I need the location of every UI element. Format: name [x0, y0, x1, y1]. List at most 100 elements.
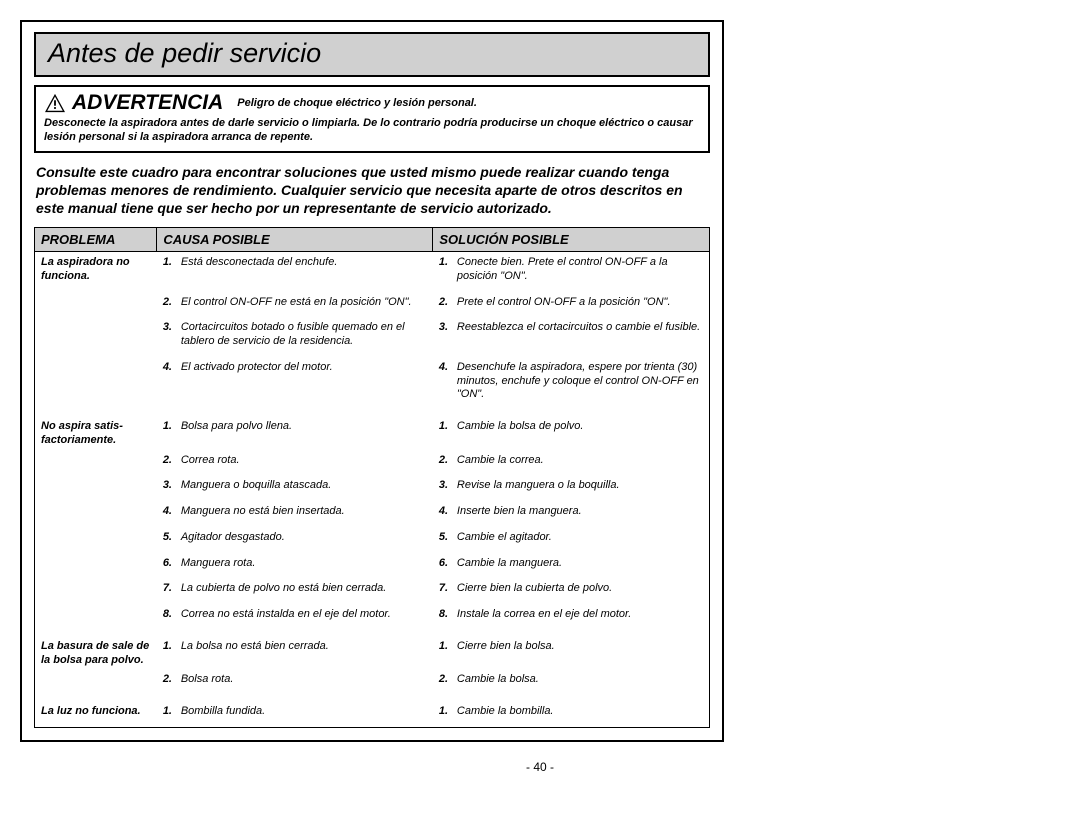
cause-cell: 1.Está desconectada del enchufe. [157, 252, 433, 292]
item-number: 7. [163, 582, 177, 596]
table-row: 5.Agitador desgastado. 5. Cambie el agitad… [35, 527, 710, 553]
cause-text: Manguera no está bien insertada. [181, 505, 345, 519]
item-number: 2. [439, 454, 453, 468]
problem-cell: La luz no funciona. [35, 695, 157, 727]
solution-cell: 2. Cambie la bolsa. [433, 669, 710, 695]
item-number: 1. [163, 705, 177, 719]
solution-cell: 8.Instale la correa en el eje del motor. [433, 604, 710, 630]
table-row: 7. La cubierta de polvo no está bien cerr… [35, 578, 710, 604]
cause-text: La bolsa no está bien cerrada. [181, 640, 329, 654]
item-number: 1. [163, 640, 177, 654]
item-number: 3. [163, 321, 177, 349]
cause-cell: 5.Agitador desgastado. [157, 527, 433, 553]
item-number: 1. [439, 640, 453, 654]
cause-cell: 3. Manguera o boquilla atascada. [157, 475, 433, 501]
item-number: 2. [163, 673, 177, 687]
solution-text: Cambie la manguera. [457, 557, 562, 571]
cause-cell: 1. Bolsa para polvo llena. [157, 410, 433, 450]
problem-cell [35, 450, 157, 476]
problem-cell [35, 475, 157, 501]
table-row: 6.Manguera rota.6.Cambie la manguera. [35, 553, 710, 579]
problem-cell [35, 527, 157, 553]
item-number: 6. [163, 557, 177, 571]
intro-paragraph: Consulte este cuadro para encontrar solu… [36, 163, 708, 218]
cause-text: Bombilla fundida. [181, 705, 265, 719]
problem-cell [35, 357, 157, 410]
cause-cell: 8.Correa no está instalda en el eje del … [157, 604, 433, 630]
problem-cell [35, 501, 157, 527]
item-number: 1. [439, 705, 453, 719]
solution-cell: 6.Cambie la manguera. [433, 553, 710, 579]
solution-text: Cambie la correa. [457, 454, 544, 468]
problem-cell [35, 292, 157, 318]
solution-text: Reestablezca el cortacircuitos o cambie … [457, 321, 700, 335]
solution-text: Desenchufe la aspiradora, espere por tri… [457, 361, 703, 402]
item-number: 1. [439, 256, 453, 284]
table-row: 4.Manguera no está bien insertada. 4. Inse… [35, 501, 710, 527]
item-number: 5. [439, 531, 453, 545]
solution-text: Cierre bien la cubierta de polvo. [457, 582, 612, 596]
cause-text: Correa rota. [181, 454, 240, 468]
cause-cell: 7. La cubierta de polvo no está bien cerr… [157, 578, 433, 604]
item-number: 2. [439, 673, 453, 687]
solution-text: Cambie el agitador. [457, 531, 552, 545]
solution-text: Inserte bien la manguera. [457, 505, 582, 519]
item-number: 1. [163, 420, 177, 434]
col-header-problem: PROBLEMA [35, 228, 157, 252]
table-row: 2. Bolsa rota. 2. Cambie la bolsa. [35, 669, 710, 695]
item-number: 3. [439, 479, 453, 493]
solution-cell: 3.Reestablezca el cortacircuitos o cambi… [433, 317, 710, 357]
document-page: Antes de pedir servicio ADVERTENCIA Peli… [20, 20, 724, 742]
solution-cell: 2. Cambie la correa. [433, 450, 710, 476]
item-number: 3. [163, 479, 177, 493]
problem-cell: La aspiradora no funciona. [35, 252, 157, 292]
table-row: No aspira satis-factoriamente.1.Bolsa pa… [35, 410, 710, 450]
cause-cell: 4.El activado protector del motor. [157, 357, 433, 410]
problem-cell [35, 604, 157, 630]
warning-subtitle: Peligro de choque eléctrico y lesión per… [237, 97, 477, 109]
solution-cell: 1. Cambie la bolsa de polvo. [433, 410, 710, 450]
cause-text: Correa no está instalda en el eje del mo… [181, 608, 391, 622]
cause-cell: 2. Correa rota. [157, 450, 433, 476]
cause-text: Manguera o boquilla atascada. [181, 479, 331, 493]
solution-text: Conecte bien. Prete el control ON-OFF a … [457, 256, 703, 284]
solution-text: Cambie la bolsa. [457, 673, 539, 687]
cause-text: Bolsa rota. [181, 673, 234, 687]
table-row: 3. Manguera o boquilla atascada. 3.Revise … [35, 475, 710, 501]
table-row: 8. Correa no está instalda en el eje del … [35, 604, 710, 630]
solution-cell: 7.Cierre bien la cubierta de polvo. [433, 578, 710, 604]
problem-cell [35, 317, 157, 357]
section-title-box: Antes de pedir servicio [34, 32, 710, 77]
solution-text: Cambie la bolsa de polvo. [457, 420, 584, 434]
solution-cell: 3.Revise la manguera o la boquilla. [433, 475, 710, 501]
item-number: 2. [163, 454, 177, 468]
cause-cell: 1. La bolsa no está bien cerrada. [157, 630, 433, 670]
cause-text: El control ON-OFF ne está en la posición… [181, 296, 412, 310]
troubleshooting-table: PROBLEMA CAUSA POSIBLE SOLUCIÓN POSIBLE … [34, 227, 710, 728]
table-header-row: PROBLEMA CAUSA POSIBLE SOLUCIÓN POSIBLE [35, 228, 710, 252]
item-number: 1. [163, 256, 177, 270]
col-header-cause: CAUSA POSIBLE [157, 228, 433, 252]
solution-cell: 5. Cambie el agitador. [433, 527, 710, 553]
table-row: 2.El control ON-OFF ne está en la posici… [35, 292, 710, 318]
warning-header: ADVERTENCIA Peligro de choque eléctrico … [44, 91, 700, 115]
warning-label: ADVERTENCIA [72, 91, 223, 115]
cause-cell: 6.Manguera rota. [157, 553, 433, 579]
item-number: 1. [439, 420, 453, 434]
warning-box: ADVERTENCIA Peligro de choque eléctrico … [34, 85, 710, 153]
solution-cell: 4. Inserte bien la manguera. [433, 501, 710, 527]
solution-text: Cierre bien la bolsa. [457, 640, 555, 654]
problem-cell: La basura de sale de la bolsa para polvo… [35, 630, 157, 670]
solution-cell: 1. Cierre bien la bolsa. [433, 630, 710, 670]
solution-text: Cambie la bombilla. [457, 705, 554, 719]
item-number: 4. [439, 505, 453, 519]
cause-text: La cubierta de polvo no está bien cerrad… [181, 582, 386, 596]
cause-text: Bolsa para polvo llena. [181, 420, 292, 434]
table-row: La basura de sale de la bolsa para polvo… [35, 630, 710, 670]
item-number: 8. [439, 608, 453, 622]
section-title: Antes de pedir servicio [48, 38, 321, 68]
cause-cell: 4.Manguera no está bien insertada. [157, 501, 433, 527]
table-row: La luz no funciona. 1. Bombilla fundida. 1.… [35, 695, 710, 727]
warning-body-text: Desconecte la aspiradora antes de darle … [44, 117, 700, 145]
solution-cell: 4.Desenchufe la aspiradora, espere por t… [433, 357, 710, 410]
